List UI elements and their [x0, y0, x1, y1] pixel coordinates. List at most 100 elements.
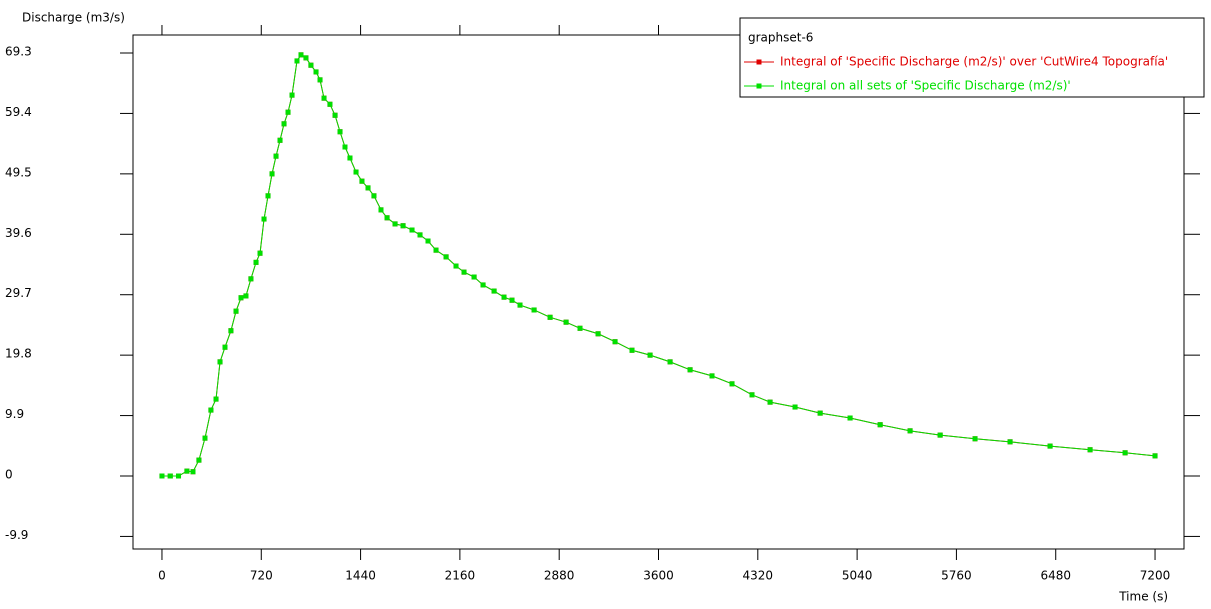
x-tick-label: 1440 — [345, 569, 376, 583]
point — [595, 331, 601, 337]
point — [400, 223, 406, 229]
point — [877, 422, 883, 428]
point — [972, 436, 978, 442]
point — [222, 344, 228, 350]
point — [269, 171, 275, 177]
point — [289, 92, 295, 98]
point — [298, 52, 304, 58]
legend-label: Integral on all sets of 'Specific Discha… — [780, 79, 1071, 93]
point — [817, 410, 823, 416]
point — [729, 381, 735, 387]
y-tick-label: 9.9 — [5, 407, 24, 421]
point — [285, 109, 291, 115]
point — [273, 153, 279, 159]
point — [471, 274, 477, 280]
legend-title: graphset-6 — [748, 31, 813, 45]
point — [629, 347, 635, 353]
point — [248, 276, 254, 282]
x-tick-label: 5040 — [842, 569, 873, 583]
y-tick-label: 0 — [5, 467, 13, 481]
point — [277, 137, 283, 143]
point — [392, 221, 398, 227]
point — [202, 435, 208, 441]
point — [294, 58, 300, 64]
point — [371, 193, 377, 199]
point — [253, 259, 259, 265]
x-tick-label: 4320 — [743, 569, 774, 583]
point — [563, 319, 569, 325]
point — [531, 307, 537, 313]
point — [667, 359, 673, 365]
point — [265, 193, 271, 199]
point — [517, 302, 523, 308]
x-tick-label: 6480 — [1040, 569, 1071, 583]
point — [1152, 453, 1158, 459]
point — [425, 238, 431, 244]
point — [501, 294, 507, 300]
point — [337, 129, 343, 135]
point — [342, 144, 348, 150]
point — [317, 77, 323, 83]
point — [847, 415, 853, 421]
point — [167, 473, 173, 479]
x-tick-label: 7200 — [1140, 569, 1171, 583]
point — [461, 269, 467, 275]
y-axis-label: Discharge (m3/s) — [22, 11, 125, 25]
point — [257, 250, 263, 256]
point — [1087, 447, 1093, 453]
x-tick-label: 2880 — [544, 569, 575, 583]
x-tick-label: 0 — [158, 569, 166, 583]
legend-marker — [756, 59, 762, 65]
point — [281, 121, 287, 127]
x-tick-label: 3600 — [643, 569, 674, 583]
point — [243, 293, 249, 299]
point — [547, 314, 553, 320]
point — [196, 457, 202, 463]
point — [347, 155, 353, 161]
point — [321, 95, 327, 101]
point — [190, 469, 196, 475]
point — [509, 297, 515, 303]
point — [937, 432, 943, 438]
legend: graphset-6 Integral of 'Specific Dischar… — [739, 17, 1205, 98]
point — [1122, 450, 1128, 456]
point — [1047, 443, 1053, 449]
y-tick-label: -9.9 — [5, 528, 28, 542]
point — [384, 215, 390, 221]
point — [159, 473, 165, 479]
y-tick-label: 59.4 — [5, 105, 32, 119]
point — [378, 207, 384, 213]
point — [184, 468, 190, 474]
point — [907, 428, 913, 434]
point — [792, 404, 798, 410]
point — [453, 263, 459, 269]
point — [217, 359, 223, 365]
point — [1007, 439, 1013, 445]
y-tick-label: 39.6 — [5, 226, 32, 240]
point — [332, 112, 338, 118]
point — [749, 392, 755, 398]
x-tick-label: 5760 — [941, 569, 972, 583]
point — [176, 473, 182, 479]
x-tick-label: 720 — [250, 569, 273, 583]
x-axis-label: Time (s) — [1118, 590, 1168, 604]
y-tick-label: 49.5 — [5, 165, 32, 179]
point — [417, 232, 423, 238]
legend-box — [739, 17, 1205, 98]
point — [228, 328, 234, 334]
point — [359, 178, 365, 184]
legend-label: Integral of 'Specific Discharge (m2/s)' … — [780, 55, 1168, 69]
point — [709, 373, 715, 379]
point — [213, 396, 219, 402]
point — [303, 55, 309, 61]
point — [409, 227, 415, 233]
y-tick-label: 19.8 — [5, 347, 32, 361]
point — [308, 62, 314, 68]
point — [261, 216, 267, 222]
point — [612, 339, 618, 345]
point — [433, 247, 439, 253]
point — [208, 407, 214, 413]
y-tick-label: 69.3 — [5, 45, 32, 59]
